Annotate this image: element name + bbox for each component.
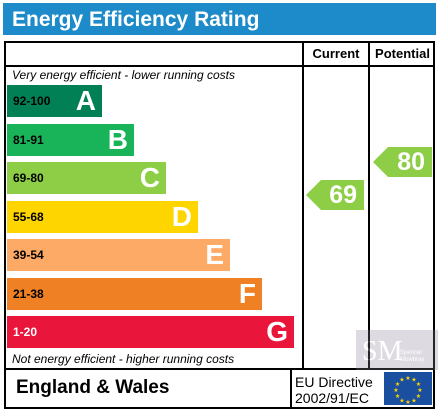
- svg-text:★: ★: [399, 397, 404, 404]
- svg-text:★: ★: [405, 399, 410, 405]
- potential-rating-value: 80: [397, 148, 425, 176]
- svg-text:Mowbray: Mowbray: [400, 357, 424, 363]
- directive-line1: EU Directive: [295, 374, 373, 390]
- band-a-range: 92-100: [13, 94, 51, 108]
- column-current: Current: [312, 46, 360, 61]
- footer-directive: EU Directive 2002/91/EC: [295, 374, 373, 406]
- note-inefficient: Not energy efficient - higher running co…: [12, 352, 235, 366]
- band-a-letter: A: [75, 85, 96, 116]
- band-b-letter: B: [107, 124, 128, 155]
- svg-text:★: ★: [395, 393, 400, 400]
- band-f-range: 21-38: [13, 287, 44, 301]
- svg-text:★: ★: [411, 397, 416, 404]
- band-d-range: 55-68: [13, 210, 44, 224]
- band-e: 39-54 E: [7, 239, 230, 271]
- note-efficient: Very energy efficient - lower running co…: [12, 68, 235, 82]
- band-e-range: 39-54: [13, 248, 44, 262]
- rating-frame: [4, 41, 435, 409]
- header-separator: [4, 65, 435, 67]
- band-f: 21-38 F: [7, 278, 262, 310]
- svg-text:★: ★: [399, 377, 404, 384]
- band-c: 69-80 C: [7, 162, 166, 194]
- page-title: Energy Efficiency Rating: [12, 8, 260, 31]
- footer-divider: [290, 368, 292, 409]
- column-potential: Potential: [375, 46, 430, 61]
- svg-text:SM: SM: [362, 336, 403, 367]
- potential-rating-arrow: 80: [373, 147, 432, 177]
- band-a: 92-100 A: [7, 85, 102, 117]
- svg-text:★: ★: [416, 381, 421, 388]
- band-b: 81-91 B: [7, 124, 134, 156]
- svg-text:★: ★: [416, 393, 421, 400]
- footer-separator: [4, 368, 435, 370]
- directive-line2: 2002/91/EC: [295, 390, 369, 406]
- footer-country: England & Wales: [16, 377, 170, 398]
- band-d-letter: D: [171, 201, 192, 232]
- band-g: 1-20 G: [7, 316, 294, 348]
- band-f-letter: F: [238, 278, 256, 309]
- band-d: 55-68 D: [7, 201, 198, 233]
- potential-arrow-shape: [373, 147, 432, 177]
- band-b-range: 81-91: [13, 133, 44, 147]
- current-arrow-shape: [306, 180, 364, 210]
- current-rating-value: 69: [329, 181, 357, 209]
- band-g-range: 1-20: [13, 325, 38, 339]
- title-bar: [3, 3, 436, 35]
- band-c-range: 69-80: [13, 171, 44, 185]
- divider-current: [302, 41, 304, 369]
- divider-potential: [368, 41, 370, 369]
- band-e-letter: E: [205, 239, 224, 270]
- current-rating-arrow: 69: [306, 180, 364, 210]
- svg-text:Spencer: Spencer: [400, 350, 422, 356]
- band-g-letter: G: [266, 316, 288, 347]
- watermark-logo: SM Spencer Mowbray: [356, 330, 438, 370]
- svg-text:★: ★: [395, 381, 400, 388]
- eu-flag-icon: ★ ★ ★ ★ ★ ★ ★ ★ ★ ★ ★ ★: [384, 372, 432, 406]
- svg-text:★: ★: [417, 387, 422, 394]
- svg-text:★: ★: [393, 387, 398, 394]
- band-c-letter: C: [139, 162, 160, 193]
- svg-text:★: ★: [405, 375, 410, 382]
- svg-text:★: ★: [411, 377, 416, 384]
